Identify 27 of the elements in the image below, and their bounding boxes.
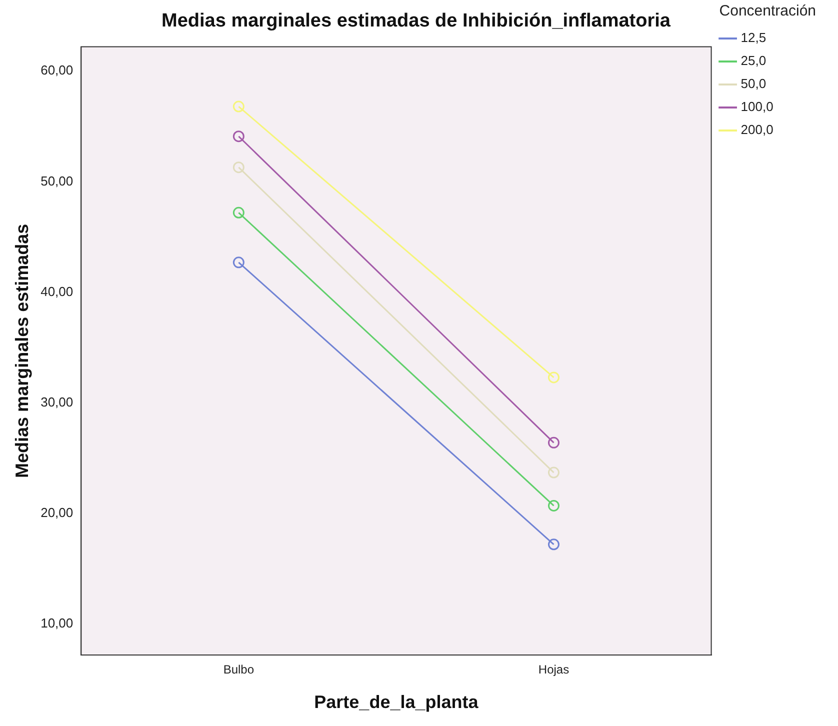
chart-title: Medias marginales estimadas de Inhibición_inflamatoria bbox=[162, 10, 671, 32]
point bbox=[548, 500, 560, 512]
x-axis-title: Parte_de_la_planta bbox=[314, 692, 480, 712]
legend-label: 25,0 bbox=[740, 53, 766, 68]
point bbox=[232, 100, 244, 112]
y-tick-label: 30,00 bbox=[40, 394, 74, 410]
y-tick-label: 50,00 bbox=[40, 173, 74, 188]
point bbox=[232, 162, 244, 174]
y-tick-label: 10,00 bbox=[40, 616, 74, 631]
point bbox=[548, 538, 560, 550]
y-tick-label: 60,00 bbox=[40, 62, 74, 78]
y-axis-title: Medias marginales estimadas bbox=[12, 224, 32, 478]
legend-label: 200,0 bbox=[740, 122, 774, 138]
point bbox=[548, 466, 560, 478]
legend-label: 100,0 bbox=[740, 99, 774, 114]
point bbox=[548, 372, 560, 384]
x-tick-label: Hojas bbox=[538, 662, 570, 677]
point bbox=[232, 130, 244, 142]
legend-label: 50,0 bbox=[740, 76, 766, 92]
x-tick-label: Bulbo bbox=[223, 662, 254, 677]
y-tick-label: 40,00 bbox=[40, 284, 74, 299]
legend-title: Concentración bbox=[719, 2, 816, 20]
point bbox=[232, 256, 244, 268]
legend-label: 12,5 bbox=[740, 30, 766, 46]
point bbox=[232, 206, 244, 218]
y-tick-label: 20,00 bbox=[40, 505, 74, 520]
point bbox=[548, 436, 560, 448]
